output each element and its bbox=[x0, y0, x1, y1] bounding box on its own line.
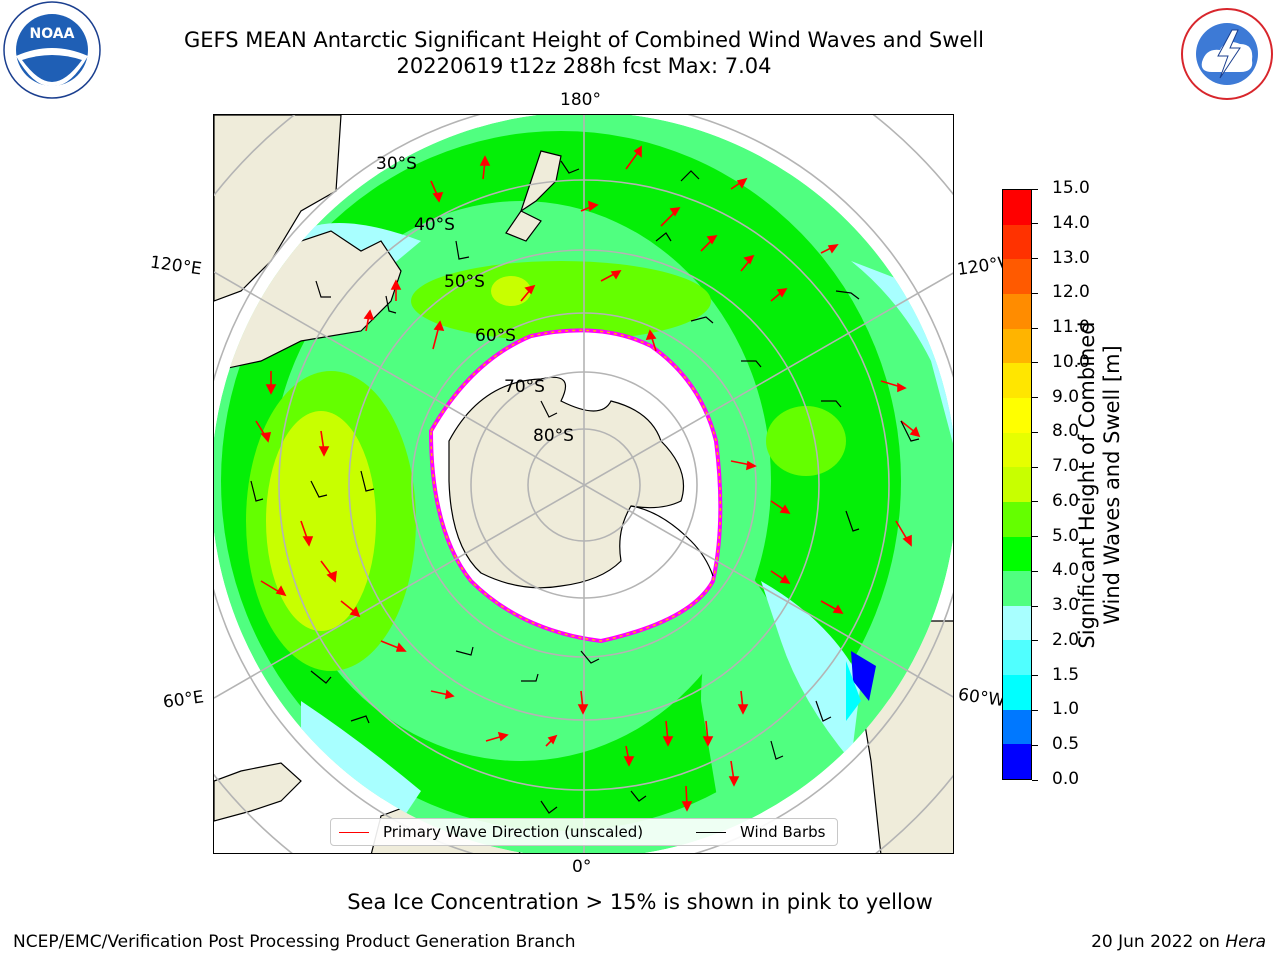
colorbar-band bbox=[1003, 397, 1031, 433]
colorbar-band bbox=[1003, 640, 1031, 676]
colorbar-band bbox=[1003, 432, 1031, 468]
lon-label-180: 180° bbox=[560, 90, 601, 110]
colorbar-tick-label: 5.0 bbox=[1052, 525, 1080, 546]
colorbar-tick bbox=[1032, 292, 1038, 294]
colorbar-tick bbox=[1032, 327, 1038, 329]
colorbar-tick-label: 0.5 bbox=[1052, 734, 1080, 755]
colorbar-band bbox=[1003, 328, 1031, 364]
lat-label-60s: 60°S bbox=[475, 326, 516, 346]
map-legend: Primary Wave Direction (unscaled) Wind B… bbox=[330, 818, 838, 846]
graticule bbox=[214, 115, 953, 853]
colorbar-band bbox=[1003, 224, 1031, 260]
colorbar-tick-label: 12.0 bbox=[1052, 282, 1090, 303]
wave-direction-arrows bbox=[255, 145, 921, 812]
lon-label-60w: 60°W bbox=[956, 684, 1007, 712]
colorbar-tick bbox=[1032, 397, 1038, 399]
lon-label-0: 0° bbox=[572, 857, 592, 877]
colorbar-band bbox=[1003, 744, 1031, 779]
colorbar-tick bbox=[1032, 570, 1038, 572]
lon-label-60e: 60°E bbox=[161, 687, 206, 713]
wind-barb-legend-line bbox=[696, 832, 726, 833]
colorbar-band bbox=[1003, 675, 1031, 710]
noaa-logo: NOAA bbox=[0, 0, 104, 104]
wave-direction-legend-label: Primary Wave Direction (unscaled) bbox=[383, 823, 644, 841]
chart-title: GEFS MEAN Antarctic Significant Height o… bbox=[183, 28, 985, 52]
colorbar-tick bbox=[1032, 431, 1038, 433]
colorbar-tick-label: 10.0 bbox=[1052, 351, 1090, 372]
colorbar-tick-label: 14.0 bbox=[1052, 212, 1090, 233]
colorbar-tick bbox=[1032, 466, 1038, 468]
colorbar-band bbox=[1003, 363, 1031, 398]
colorbar-band bbox=[1003, 501, 1031, 537]
colorbar-band bbox=[1003, 190, 1031, 225]
colorbar-tick bbox=[1032, 223, 1038, 225]
colorbar-tick-label: 13.0 bbox=[1052, 247, 1090, 268]
colorbar-band bbox=[1003, 536, 1031, 572]
colorbar-band bbox=[1003, 259, 1031, 295]
colorbar-ticks: 15.0 14.0 13.0 12.0 11.0 10.0 9.0 8.0 7.0 6.0 5.0 4… bbox=[1032, 178, 1112, 789]
lat-label-50s: 50°S bbox=[444, 272, 485, 292]
colorbar-tick-label: 8.0 bbox=[1052, 421, 1080, 442]
colorbar-tick bbox=[1032, 362, 1038, 364]
colorbar-tick-label: 9.0 bbox=[1052, 386, 1080, 407]
nws-logo bbox=[1176, 6, 1278, 102]
lat-label-70s: 70°S bbox=[504, 377, 545, 397]
wind-barbs bbox=[250, 160, 920, 814]
colorbar-tick bbox=[1032, 779, 1038, 781]
colorbar-tick bbox=[1032, 709, 1038, 711]
colorbar-tick-label: 7.0 bbox=[1052, 456, 1080, 477]
colorbar-tick-label: 11.0 bbox=[1052, 317, 1090, 338]
producer-credit: NCEP/EMC/Verification Post Processing Pr… bbox=[13, 932, 576, 952]
colorbar-tick-label: 6.0 bbox=[1052, 490, 1080, 511]
colorbar-tick bbox=[1032, 675, 1038, 677]
colorbar-tick-label: 1.0 bbox=[1052, 699, 1080, 720]
colorbar-tick bbox=[1032, 536, 1038, 538]
lat-label-30s: 30°S bbox=[376, 154, 417, 174]
colorbar-tick-label: 2.0 bbox=[1052, 629, 1080, 650]
colorbar-tick bbox=[1032, 640, 1038, 642]
lat-label-80s: 80°S bbox=[533, 426, 574, 446]
machine-name: Hera bbox=[1225, 932, 1266, 952]
sea-ice-note: Sea Ice Concentration > 15% is shown in … bbox=[347, 890, 933, 914]
svg-text:NOAA: NOAA bbox=[30, 26, 75, 42]
lon-label-120e: 120°E bbox=[148, 252, 203, 280]
wave-direction-legend-line bbox=[339, 832, 369, 833]
lat-label-40s: 40°S bbox=[414, 215, 455, 235]
run-date: 20 Jun 2022 on Hera bbox=[1091, 932, 1266, 952]
colorbar-band bbox=[1003, 605, 1031, 641]
wind-barb-legend-label: Wind Barbs bbox=[740, 823, 826, 841]
colorbar bbox=[1002, 189, 1032, 780]
colorbar-tick-label: 3.0 bbox=[1052, 595, 1080, 616]
colorbar-tick bbox=[1032, 188, 1038, 190]
colorbar-tick-label: 0.0 bbox=[1052, 769, 1080, 789]
colorbar-tick bbox=[1032, 258, 1038, 260]
colorbar-tick-label: 4.0 bbox=[1052, 560, 1080, 581]
colorbar-tick-label: 15.0 bbox=[1052, 178, 1090, 198]
colorbar-tick-label: 1.5 bbox=[1052, 664, 1080, 685]
colorbar-band bbox=[1003, 709, 1031, 745]
polar-map: 30°S 40°S 50°S 60°S 70°S 80°S bbox=[213, 114, 954, 854]
colorbar-tick bbox=[1032, 501, 1038, 503]
colorbar-band bbox=[1003, 294, 1031, 329]
colorbar-tick bbox=[1032, 605, 1038, 607]
colorbar-tick bbox=[1032, 744, 1038, 746]
colorbar-band bbox=[1003, 467, 1031, 502]
chart-subtitle: 20220619 t12z 288h fcst Max: 7.04 bbox=[396, 54, 772, 78]
colorbar-band bbox=[1003, 571, 1031, 606]
